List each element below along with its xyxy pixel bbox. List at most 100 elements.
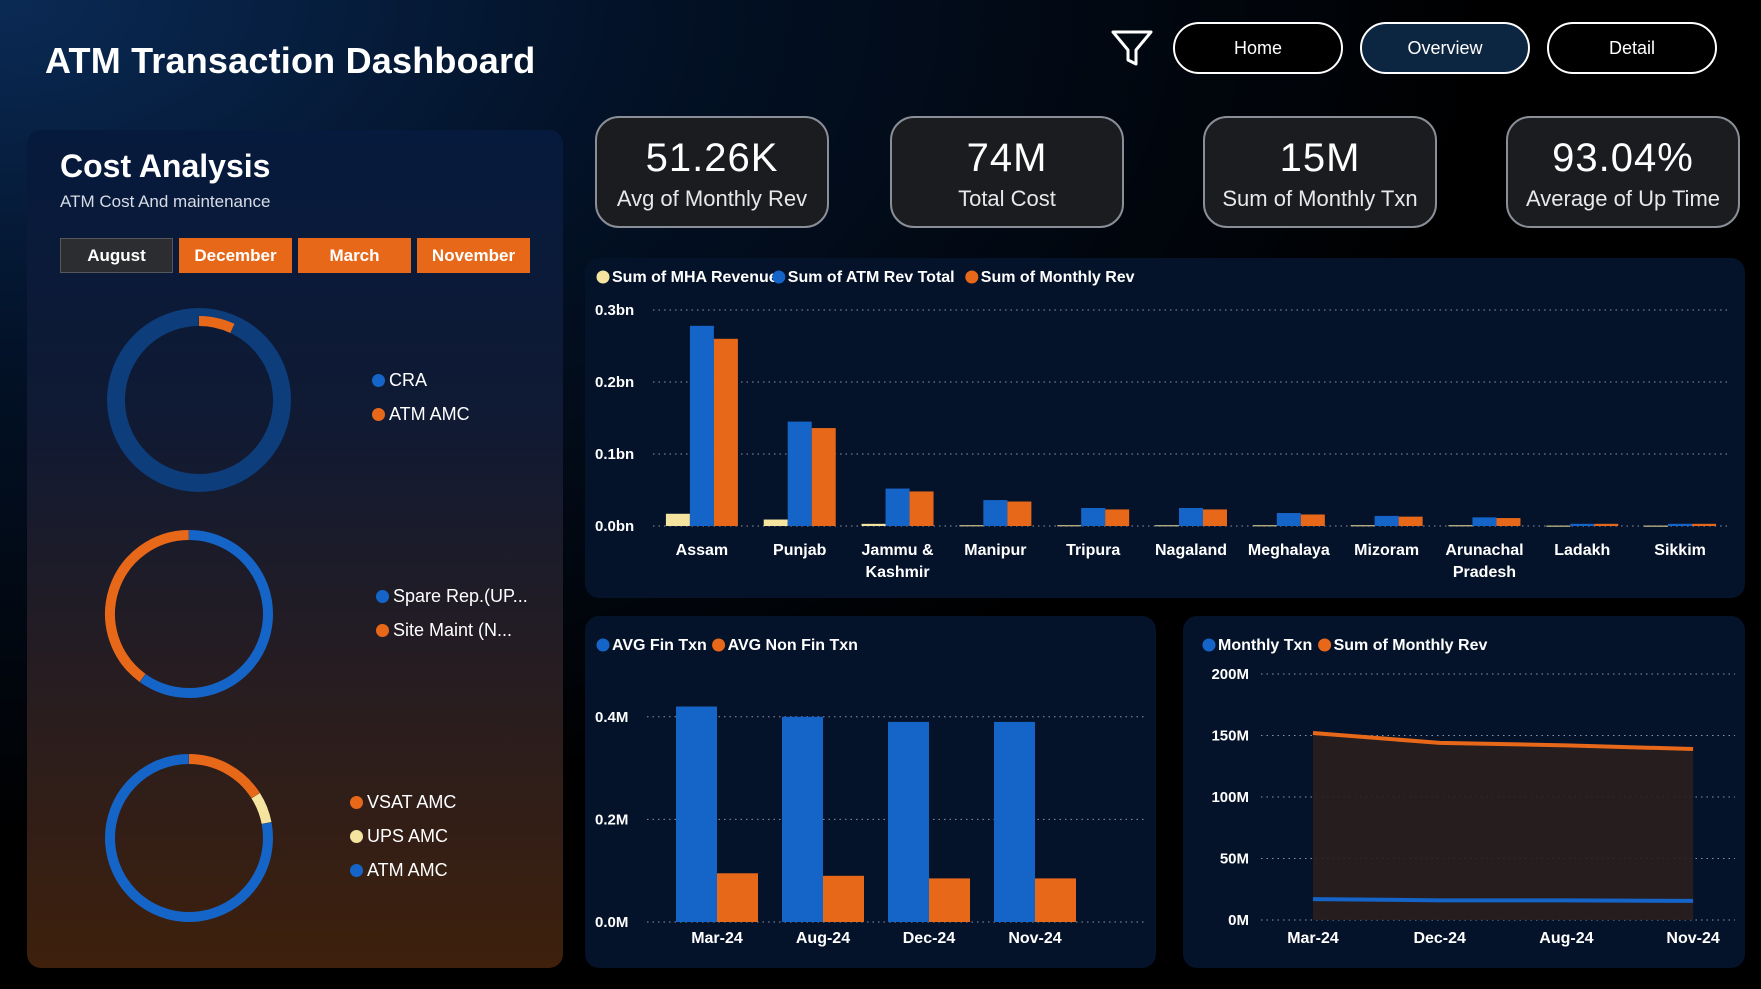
- donut1-track: [107, 308, 291, 492]
- bar-sum-of-mha-revenue[interactable]: [861, 523, 886, 526]
- bar-sum-of-mha-revenue[interactable]: [1057, 525, 1082, 527]
- donut-segment-ups-amc[interactable]: [251, 792, 272, 825]
- kpi-label: Avg of Monthly Rev: [616, 186, 808, 211]
- y-tick-label: 0.2M: [595, 811, 628, 828]
- bar-sum-of-monthly-rev[interactable]: [1203, 509, 1227, 526]
- bar-sum-of-atm-rev-total[interactable]: [1179, 508, 1203, 526]
- monthly-txn-chart-panel: Monthly Txn Sum of Monthly Rev 0M 50M 100M 15…: [1183, 616, 1745, 968]
- legend-label: Monthly Txn: [1218, 637, 1312, 654]
- legend-dot: [965, 270, 979, 284]
- bar-sum-of-mha-revenue[interactable]: [959, 525, 984, 527]
- bar-sum-of-atm-rev-total[interactable]: [1570, 523, 1595, 526]
- bar-sum-of-monthly-rev[interactable]: [811, 428, 836, 526]
- legend-dot: [772, 270, 786, 284]
- monthly-txn-chart[interactable]: Monthly Txn Sum of Monthly Rev 0M 50M 100M 15…: [1183, 616, 1745, 968]
- y-tick-label: 0.0M: [595, 914, 628, 931]
- filter-icon[interactable]: [1109, 26, 1155, 72]
- bar-sum-of-atm-rev-total[interactable]: [885, 488, 910, 526]
- kpi-card-total-cost: 74M Total Cost: [890, 116, 1124, 228]
- month-slicer-november[interactable]: November: [417, 238, 530, 273]
- bar-sum-of-monthly-rev[interactable]: [909, 491, 934, 526]
- bar-avg-fin-txn[interactable]: [888, 721, 929, 922]
- line-monthly-txn[interactable]: [1312, 897, 1694, 903]
- bar-sum-of-mha-revenue[interactable]: [1546, 525, 1571, 527]
- kpi-value: 74M: [966, 136, 1048, 180]
- cost-panel-title: Cost Analysis: [60, 148, 271, 184]
- bar-sum-of-monthly-rev[interactable]: [1496, 518, 1521, 526]
- y-tick-label: 0.3bn: [595, 302, 634, 319]
- legend-dot-ups-amc: [350, 830, 363, 843]
- x-tick-label: Manipur: [964, 542, 1026, 559]
- cost-analysis-panel: Cost Analysis ATM Cost And maintenance A…: [27, 130, 563, 968]
- bar-sum-of-mha-revenue[interactable]: [1252, 525, 1277, 527]
- kpi-card-sum-monthly-txn: 15M Sum of Monthly Txn: [1203, 116, 1437, 228]
- bar-sum-of-atm-rev-total[interactable]: [1472, 517, 1497, 526]
- home-button[interactable]: Home: [1173, 22, 1343, 74]
- bar-sum-of-monthly-rev[interactable]: [713, 338, 738, 526]
- fin-txn-chart[interactable]: AVG Fin Txn AVG Non Fin Txn 0.0M 0.2M 0.4M Ma…: [585, 616, 1156, 968]
- y-tick-label: 0M: [1228, 912, 1249, 929]
- month-slicer-march[interactable]: March: [298, 238, 411, 273]
- bar-avg-fin-txn[interactable]: [994, 721, 1035, 922]
- bar-sum-of-mha-revenue[interactable]: [665, 513, 690, 526]
- bar-sum-of-mha-revenue[interactable]: [1155, 525, 1179, 527]
- line-sum-monthly-rev[interactable]: [1312, 731, 1694, 752]
- bar-avg-fin-txn[interactable]: [782, 716, 823, 922]
- bar-sum-of-mha-revenue[interactable]: [763, 519, 788, 526]
- bar-sum-of-monthly-rev[interactable]: [1398, 516, 1423, 526]
- donut-segment-atm-amc[interactable]: [198, 316, 235, 334]
- bar-sum-of-atm-rev-total[interactable]: [1374, 515, 1399, 526]
- state-revenue-chart-panel: Sum of MHA Revenue Sum of ATM Rev Total Su…: [585, 258, 1745, 598]
- cra-atm-amc-donut[interactable]: [105, 306, 293, 494]
- kpi-label: Total Cost: [958, 186, 1056, 211]
- bar-sum-of-mha-revenue[interactable]: [1350, 525, 1375, 527]
- kpi-value: 51.26K: [645, 136, 779, 180]
- month-slicer-december[interactable]: December: [179, 238, 292, 273]
- legend-label-site-maint: Site Maint (N...: [393, 620, 513, 640]
- donut-segment-spare-rep[interactable]: [139, 530, 273, 698]
- spare-site-maint-donut[interactable]: [95, 520, 283, 708]
- detail-button[interactable]: Detail: [1547, 22, 1717, 74]
- bar-sum-of-monthly-rev[interactable]: [1300, 514, 1325, 526]
- legend-label-atm-amc: ATM AMC: [389, 404, 470, 424]
- bar-avg-non-fin-txn[interactable]: [1035, 878, 1076, 922]
- legend-ups-amc: UPS AMC: [350, 826, 448, 847]
- donut-segment-atm-amc-3[interactable]: [105, 754, 273, 922]
- legend-dot-cra: [372, 374, 385, 387]
- x-tick-label: Pradesh: [1453, 564, 1516, 581]
- vsat-ups-atm-donut[interactable]: [95, 744, 283, 932]
- bar-avg-non-fin-txn[interactable]: [823, 875, 864, 922]
- overview-button[interactable]: Overview: [1360, 22, 1530, 74]
- bar-sum-of-monthly-rev[interactable]: [1594, 523, 1619, 526]
- x-tick-label: Meghalaya: [1248, 542, 1330, 559]
- donut-segment-site-maint[interactable]: [105, 530, 189, 682]
- legend-label: Sum of ATM Rev Total: [788, 269, 955, 286]
- legend-dot: [596, 270, 610, 284]
- bar-sum-of-mha-revenue[interactable]: [1448, 525, 1473, 527]
- bar-avg-non-fin-txn[interactable]: [717, 873, 758, 922]
- donut-segment-cra[interactable]: [115, 316, 283, 484]
- x-tick-label: Sikkim: [1654, 542, 1706, 559]
- bar-sum-of-atm-rev-total[interactable]: [983, 500, 1008, 526]
- legend-label-ups-amc: UPS AMC: [367, 826, 449, 846]
- legend-label: Sum of Monthly Rev: [1334, 637, 1488, 654]
- x-tick-label: Jammu &: [862, 542, 934, 559]
- bar-sum-of-atm-rev-total[interactable]: [1668, 523, 1693, 526]
- bar-avg-non-fin-txn[interactable]: [929, 878, 970, 922]
- x-tick-label: Aug-24: [796, 930, 850, 947]
- month-slicer-august[interactable]: August: [60, 238, 173, 273]
- y-tick-label: 0.1bn: [595, 446, 634, 463]
- bar-sum-of-monthly-rev[interactable]: [1105, 509, 1130, 526]
- state-revenue-chart[interactable]: Sum of MHA Revenue Sum of ATM Rev Total Su…: [585, 258, 1745, 598]
- bar-sum-of-monthly-rev[interactable]: [1007, 501, 1032, 526]
- bar-sum-of-atm-rev-total[interactable]: [787, 421, 812, 526]
- bar-sum-of-atm-rev-total[interactable]: [1081, 508, 1106, 526]
- bar-sum-of-atm-rev-total[interactable]: [689, 325, 714, 526]
- kpi-card-avg-monthly-rev: 51.26K Avg of Monthly Rev: [595, 116, 829, 228]
- bar-sum-of-mha-revenue[interactable]: [1644, 525, 1669, 527]
- bar-avg-fin-txn[interactable]: [676, 706, 717, 922]
- bar-sum-of-monthly-rev[interactable]: [1692, 523, 1717, 526]
- donut-segment-vsat-amc[interactable]: [188, 754, 260, 799]
- x-tick-label: Ladakh: [1554, 542, 1610, 559]
- bar-sum-of-atm-rev-total[interactable]: [1276, 513, 1301, 526]
